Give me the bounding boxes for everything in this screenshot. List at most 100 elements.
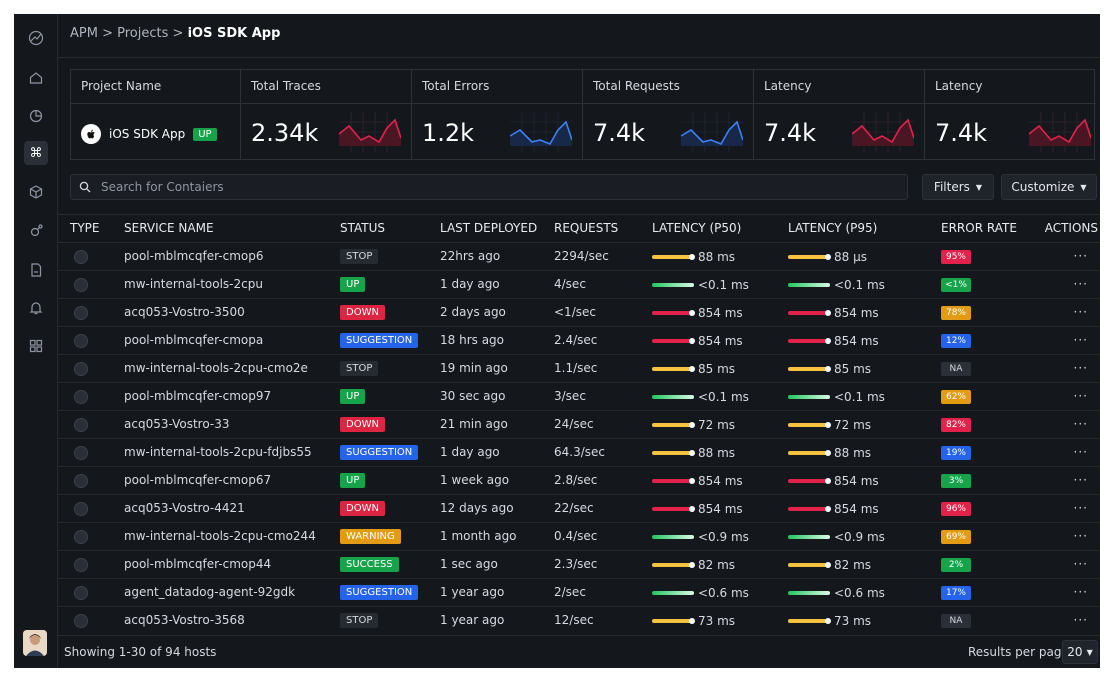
document-icon[interactable] xyxy=(24,258,48,282)
table-row[interactable]: agent_datadog-agent-92gdk SUGGESTION 1 yea… xyxy=(58,578,1100,607)
bell-icon[interactable] xyxy=(24,296,48,320)
column-header-error-rate[interactable]: ERROR RATE xyxy=(941,215,1039,243)
service-name[interactable]: pool-mblmcqfer-cmop97 xyxy=(124,382,340,411)
error-rate-badge: 2% xyxy=(941,558,971,572)
table-row[interactable]: pool-mblmcqfer-cmopa SUGGESTION 18 hrs ago… xyxy=(58,326,1100,355)
column-header-last-deployed[interactable]: LAST DEPLOYED xyxy=(440,215,554,243)
service-name[interactable]: acq053-Vostro-33 xyxy=(124,410,340,439)
latency-p50: <0.1 ms xyxy=(698,278,749,292)
breadcrumb-separator: > xyxy=(102,26,113,41)
service-name[interactable]: agent_datadog-agent-92gdk xyxy=(124,578,340,607)
row-actions-menu[interactable]: ··· xyxy=(1073,501,1088,515)
project-card: Project Name iOS SDK App UP xyxy=(71,70,241,159)
service-name[interactable]: mw-internal-tools-2cpu xyxy=(124,270,340,299)
service-name[interactable]: mw-internal-tools-2cpu-cmo2e xyxy=(124,354,340,383)
search-input[interactable] xyxy=(101,175,891,199)
column-header-type[interactable]: TYPE xyxy=(58,215,124,243)
pagination-summary: Showing 1-30 of 94 hosts xyxy=(64,645,217,659)
latency-bar xyxy=(788,366,831,372)
row-actions-menu[interactable]: ··· xyxy=(1073,529,1088,543)
row-actions-menu[interactable]: ··· xyxy=(1073,557,1088,571)
table-row[interactable]: mw-internal-tools-2cpu UP 1 day ago 4/sec <0… xyxy=(58,270,1100,299)
latency-bar xyxy=(788,310,831,316)
table-row[interactable]: acq053-Vostro-3568 STOP 1 year ago 12/sec 73… xyxy=(58,606,1100,631)
service-type-icon xyxy=(74,305,88,320)
column-header-requests[interactable]: REQUESTS xyxy=(554,215,652,243)
row-actions-menu[interactable]: ··· xyxy=(1073,305,1088,319)
table-row[interactable]: acq053-Vostro-4421 DOWN 12 days ago 22/sec 8… xyxy=(58,494,1100,523)
command-icon[interactable]: ⌘ xyxy=(24,141,48,165)
last-deployed: 21 min ago xyxy=(440,410,554,439)
row-actions-menu[interactable]: ··· xyxy=(1073,277,1088,291)
row-actions-menu[interactable]: ··· xyxy=(1073,613,1088,627)
metric-value: 2.34k xyxy=(251,119,319,147)
table-row[interactable]: acq053-Vostro-3500 DOWN 2 days ago <1/sec 85… xyxy=(58,298,1100,327)
page-size-select[interactable]: 20 ▼ xyxy=(1062,640,1098,664)
row-actions-menu[interactable]: ··· xyxy=(1073,389,1088,403)
table-row[interactable]: pool-mblmcqfer-cmop6 STOP 22hrs ago 2294/se… xyxy=(58,242,1100,271)
table-row[interactable]: mw-internal-tools-2cpu-fdjbs55 SUGGESTION… xyxy=(58,438,1100,467)
grid-icon[interactable] xyxy=(24,334,48,358)
customize-button[interactable]: Customize ▼ xyxy=(1001,174,1097,200)
table-header-row: TYPE SERVICE NAME STATUS LAST DEPLOYED R… xyxy=(58,215,1100,243)
app-window: ⌘ APM > Projects > iOS SDK App xyxy=(14,14,1100,668)
status-badge: STOP xyxy=(340,249,379,264)
row-actions-menu[interactable]: ··· xyxy=(1073,361,1088,375)
latency-p50: 854 ms xyxy=(698,474,743,488)
row-actions-menu[interactable]: ··· xyxy=(1073,417,1088,431)
row-actions-menu[interactable]: ··· xyxy=(1073,333,1088,347)
status-badge: SUGGESTION xyxy=(340,445,419,460)
table-row[interactable]: acq053-Vostro-33 DOWN 21 min ago 24/sec 72 m… xyxy=(58,410,1100,439)
metric-label: Total Traces xyxy=(241,70,411,104)
latency-bar xyxy=(652,591,694,595)
breadcrumb-projects[interactable]: Projects xyxy=(117,26,169,41)
service-name[interactable]: acq053-Vostro-4421 xyxy=(124,494,340,523)
latency-p95: <0.1 ms xyxy=(834,390,885,404)
filters-button[interactable]: Filters ▼ xyxy=(922,174,994,200)
requests-rate: 0.4/sec xyxy=(554,522,652,551)
logo-icon[interactable] xyxy=(24,26,48,50)
service-name[interactable]: mw-internal-tools-2cpu-cmo244 xyxy=(124,522,340,551)
column-header-latency-p50[interactable]: LATENCY (P50) xyxy=(652,215,788,243)
metric-label: Latency xyxy=(754,70,924,104)
service-name[interactable]: pool-mblmcqfer-cmopa xyxy=(124,326,340,355)
service-name[interactable]: pool-mblmcqfer-cmop6 xyxy=(124,242,340,271)
project-name: iOS SDK App xyxy=(109,127,186,141)
column-header-service[interactable]: SERVICE NAME xyxy=(124,215,340,243)
service-name[interactable]: pool-mblmcqfer-cmop44 xyxy=(124,550,340,579)
integrations-icon[interactable] xyxy=(24,219,48,243)
service-type-icon xyxy=(74,361,88,376)
service-name[interactable]: mw-internal-tools-2cpu-fdjbs55 xyxy=(124,438,340,467)
customize-label: Customize xyxy=(1011,180,1075,194)
table-row[interactable]: mw-internal-tools-2cpu-cmo2e STOP 19 min a… xyxy=(58,354,1100,383)
metric-label: Total Errors xyxy=(412,70,582,104)
table-row[interactable]: pool-mblmcqfer-cmop44 SUCCESS 1 sec ago 2.3… xyxy=(58,550,1100,579)
home-icon[interactable] xyxy=(24,66,48,90)
avatar[interactable] xyxy=(23,630,47,656)
column-header-status[interactable]: STATUS xyxy=(340,215,440,243)
pie-chart-icon[interactable] xyxy=(24,104,48,128)
table-row[interactable]: pool-mblmcqfer-cmop67 UP 1 week ago 2.8/sec… xyxy=(58,466,1100,495)
service-name[interactable]: acq053-Vostro-3500 xyxy=(124,298,340,327)
row-actions-menu[interactable]: ··· xyxy=(1073,585,1088,599)
table-row[interactable]: mw-internal-tools-2cpu-cmo244 WARNING 1 mo… xyxy=(58,522,1100,551)
row-actions-menu[interactable]: ··· xyxy=(1073,473,1088,487)
table-row[interactable]: pool-mblmcqfer-cmop97 UP 30 sec ago 3/sec <0… xyxy=(58,382,1100,411)
status-badge: SUGGESTION xyxy=(340,333,419,348)
service-name[interactable]: acq053-Vostro-3568 xyxy=(124,606,340,631)
cube-icon[interactable] xyxy=(24,180,48,204)
breadcrumb-apm[interactable]: APM xyxy=(70,26,98,41)
service-name[interactable]: pool-mblmcqfer-cmop67 xyxy=(124,466,340,495)
column-header-latency-p95[interactable]: LATENCY (P95) xyxy=(788,215,941,243)
requests-rate: <1/sec xyxy=(554,298,652,327)
latency-p50: 88 ms xyxy=(698,446,736,460)
row-actions-menu[interactable]: ··· xyxy=(1073,445,1088,459)
sparkline xyxy=(510,112,572,152)
sparkline xyxy=(852,112,914,152)
latency-p95: 854 ms xyxy=(834,306,879,320)
row-actions-menu[interactable]: ··· xyxy=(1073,249,1088,263)
error-rate-badge: 78% xyxy=(941,306,971,320)
sparkline xyxy=(681,112,743,152)
latency-p95: 854 ms xyxy=(834,502,879,516)
error-rate-badge: 95% xyxy=(941,250,971,264)
